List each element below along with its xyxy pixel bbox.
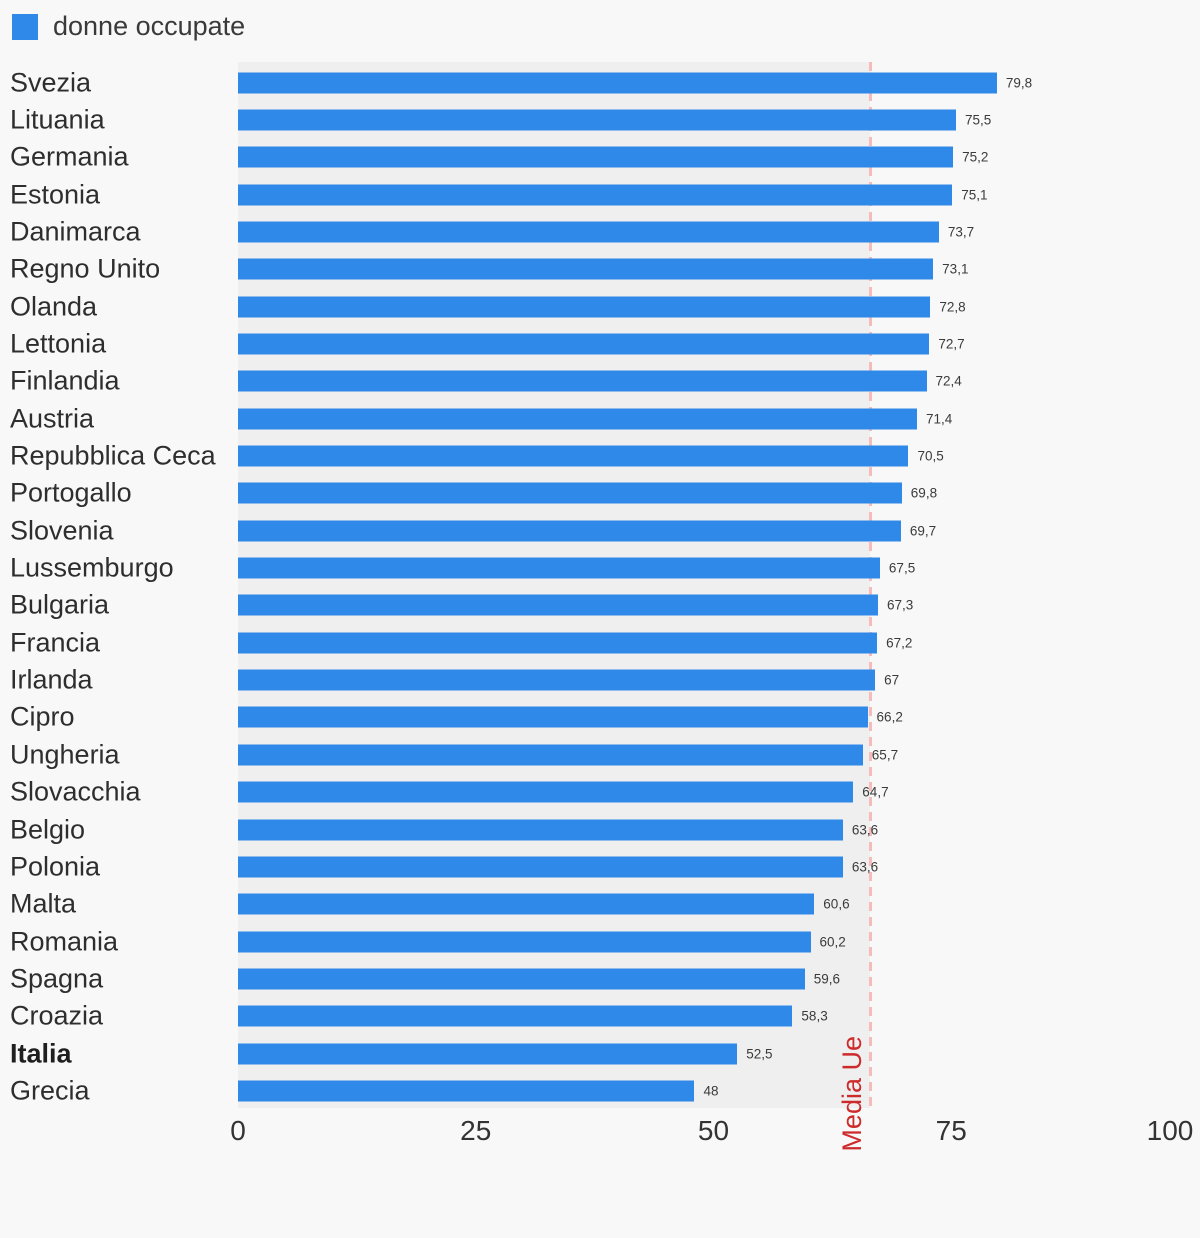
value-label: 59,6 bbox=[813, 971, 841, 987]
value-label: 75,1 bbox=[961, 187, 988, 203]
value-label: 67,3 bbox=[887, 597, 914, 613]
value-label: 58,3 bbox=[801, 1008, 828, 1024]
value-label: 60,2 bbox=[819, 934, 846, 950]
value-label: 69,7 bbox=[909, 523, 937, 539]
bar bbox=[238, 968, 805, 990]
value-label: 63,6 bbox=[851, 859, 879, 875]
value-label: 75,2 bbox=[962, 149, 989, 165]
country-label: Regno Unito bbox=[10, 253, 161, 284]
value-label: 72,8 bbox=[939, 299, 966, 315]
bar bbox=[238, 669, 876, 691]
bar bbox=[238, 296, 931, 318]
value-label: 67 bbox=[884, 672, 900, 688]
value-label: 63,6 bbox=[851, 822, 879, 837]
bar bbox=[238, 781, 854, 803]
bar bbox=[238, 146, 954, 168]
country-label: Finlandia bbox=[10, 365, 120, 396]
country-label: Slovacchia bbox=[10, 776, 141, 807]
country-label: Cipro bbox=[10, 701, 75, 732]
bar bbox=[238, 632, 878, 654]
country-label: Estonia bbox=[10, 179, 101, 210]
country-label: Lituania bbox=[10, 104, 105, 135]
value-label: 67,5 bbox=[888, 560, 916, 576]
value-label: 64,7 bbox=[862, 784, 889, 800]
country-label: Lettonia bbox=[10, 328, 107, 359]
bar bbox=[238, 931, 811, 953]
value-label: 48 bbox=[703, 1083, 719, 1099]
value-label: 72,4 bbox=[935, 373, 962, 389]
value-label: 73,7 bbox=[947, 224, 975, 240]
legend-swatch bbox=[12, 13, 38, 40]
country-label: Croazia bbox=[10, 1000, 104, 1031]
bar bbox=[238, 594, 879, 616]
bar bbox=[238, 1043, 738, 1065]
bar bbox=[238, 856, 843, 878]
country-label: Polonia bbox=[10, 851, 101, 882]
bar bbox=[238, 408, 917, 430]
country-label: Svezia bbox=[10, 67, 92, 97]
bar bbox=[238, 1080, 695, 1102]
country-label: Germania bbox=[10, 141, 129, 172]
country-label: Irlanda bbox=[10, 664, 93, 695]
bar bbox=[238, 1005, 793, 1027]
x-tick-label: 75 bbox=[935, 1115, 967, 1146]
bar bbox=[238, 819, 843, 840]
value-label: 65,7 bbox=[871, 747, 899, 763]
country-label: Austria bbox=[10, 403, 95, 434]
value-label: 67,2 bbox=[886, 635, 913, 651]
x-tick-label: 50 bbox=[697, 1115, 730, 1146]
country-label: Lussemburgo bbox=[10, 552, 174, 583]
bar bbox=[238, 706, 868, 728]
bar bbox=[238, 184, 953, 206]
value-label: 72,7 bbox=[938, 336, 965, 352]
value-label: 60,6 bbox=[823, 896, 850, 912]
bar bbox=[238, 893, 815, 915]
value-label: 52,5 bbox=[746, 1046, 773, 1062]
media-ue-label: Media Ue bbox=[837, 1036, 867, 1152]
country-label: Italia bbox=[10, 1038, 72, 1069]
bar bbox=[238, 520, 901, 542]
country-label: Grecia bbox=[10, 1075, 90, 1106]
country-label: Slovenia bbox=[10, 515, 114, 546]
country-label: Belgio bbox=[10, 814, 86, 844]
country-label: Francia bbox=[10, 627, 101, 658]
bar bbox=[238, 482, 902, 504]
legend: donne occupate bbox=[12, 11, 245, 42]
bar bbox=[238, 109, 956, 131]
value-label: 71,4 bbox=[926, 411, 953, 427]
legend-label: donne occupate bbox=[53, 11, 246, 41]
value-label: 66,2 bbox=[876, 709, 903, 725]
x-tick-label: 0 bbox=[230, 1115, 246, 1146]
x-tick-label: 100 bbox=[1146, 1115, 1194, 1146]
media-ue-reference-line bbox=[868, 62, 872, 1108]
bar bbox=[238, 258, 934, 280]
country-label: Malta bbox=[10, 888, 77, 919]
country-label: Olanda bbox=[10, 291, 98, 322]
bar bbox=[238, 370, 927, 392]
country-label: Repubblica Ceca bbox=[10, 440, 216, 471]
bar bbox=[238, 557, 880, 579]
value-label: 70,5 bbox=[917, 448, 944, 464]
country-label: Portogallo bbox=[10, 477, 132, 508]
bar bbox=[238, 333, 930, 355]
country-label: Bulgaria bbox=[10, 589, 110, 620]
country-label: Spagna bbox=[10, 963, 104, 994]
country-label: Romania bbox=[10, 926, 119, 957]
value-label: 69,8 bbox=[910, 485, 938, 501]
bar bbox=[238, 445, 909, 467]
x-tick-label: 25 bbox=[460, 1115, 492, 1146]
value-label: 75,5 bbox=[965, 112, 992, 128]
country-label: Danimarca bbox=[10, 216, 141, 247]
bar bbox=[238, 744, 863, 766]
bar bbox=[238, 72, 997, 93]
country-label: Ungheria bbox=[10, 739, 120, 770]
bar bbox=[238, 221, 939, 243]
value-label: 79,8 bbox=[1005, 75, 1033, 90]
value-label: 73,1 bbox=[942, 261, 969, 277]
